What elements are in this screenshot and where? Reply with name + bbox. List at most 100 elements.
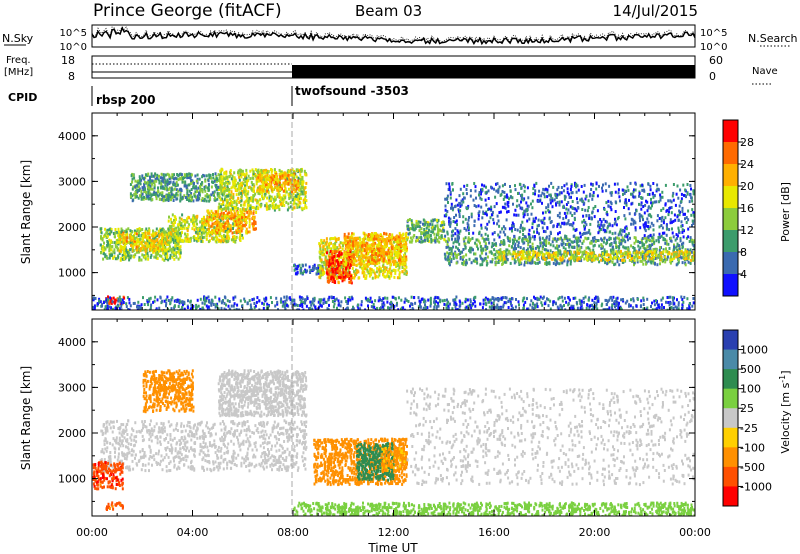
data-cell: [345, 235, 348, 239]
data-cell: [642, 246, 645, 249]
data-cell: [299, 266, 302, 270]
data-cell: [366, 237, 369, 241]
data-cell: [429, 234, 432, 237]
data-cell: [245, 192, 248, 196]
data-cell: [191, 227, 194, 231]
data-cell: [282, 194, 285, 198]
data-cell: [255, 227, 257, 231]
data-cell: [197, 227, 200, 231]
data-cell: [334, 267, 337, 271]
data-cell: [561, 261, 564, 265]
data-cell: [531, 242, 534, 246]
data-cell: [166, 178, 169, 182]
data-cell: [263, 181, 266, 185]
data-cell: [658, 248, 661, 252]
data-cell: [210, 185, 213, 189]
data-cell: [343, 250, 346, 254]
data-cell: [180, 197, 183, 201]
data-cell: [262, 169, 265, 173]
data-cell: [149, 180, 152, 184]
data-cell: [137, 234, 140, 238]
data-cell: [167, 188, 170, 192]
data-cell: [679, 239, 682, 243]
data-cell: [318, 255, 321, 259]
data-cell: [417, 222, 420, 226]
data-cell: [344, 247, 347, 251]
data-cell: [350, 263, 353, 267]
data-cell: [175, 240, 178, 244]
data-cell: [593, 251, 595, 255]
data-cell: [371, 257, 374, 261]
data-cell: [390, 271, 393, 275]
data-cell: [618, 263, 621, 267]
data-cell: [199, 187, 202, 191]
data-cell: [282, 202, 284, 206]
data-cell: [257, 168, 260, 172]
data-cell: [334, 265, 337, 269]
data-cell: [424, 231, 427, 235]
data-cell: [144, 231, 147, 235]
data-cell: [237, 196, 240, 200]
data-cell: [192, 199, 195, 203]
data-cell: [464, 243, 467, 247]
data-cell: [242, 178, 245, 182]
data-cell: [344, 263, 347, 267]
data-cell: [305, 206, 308, 210]
data-cell: [413, 228, 416, 232]
data-cell: [240, 181, 243, 185]
data-cell: [444, 257, 447, 261]
data-cell: [394, 259, 397, 263]
data-cell: [152, 232, 155, 236]
data-cell: [126, 233, 129, 237]
data-cell: [109, 253, 112, 257]
data-cell: [186, 239, 189, 243]
data-cell: [258, 192, 261, 196]
data-cell: [238, 236, 241, 240]
data-cell: [339, 273, 342, 277]
data-cell: [246, 210, 249, 214]
data-cell: [110, 248, 113, 252]
data-cell: [164, 241, 167, 245]
data-cell: [412, 235, 415, 239]
data-cell: [348, 271, 351, 275]
data-cell: [286, 208, 289, 212]
data-cell: [219, 207, 222, 210]
data-cell: [426, 223, 429, 227]
data-cell: [179, 245, 182, 249]
data-cell: [685, 236, 688, 240]
data-cell: [525, 261, 528, 264]
data-cell: [647, 253, 650, 257]
data-cell: [276, 192, 279, 196]
data-cell: [237, 181, 239, 185]
data-cell: [172, 195, 175, 199]
data-cell: [255, 177, 258, 181]
data-cell: [399, 249, 402, 253]
data-cell: [341, 247, 344, 251]
data-cell: [341, 279, 344, 283]
data-cell: [403, 238, 406, 242]
data-cell: [169, 256, 172, 260]
data-cell: [378, 258, 381, 262]
data-cell: [148, 238, 151, 242]
data-cell: [351, 263, 354, 267]
data-cell: [219, 218, 222, 222]
data-cell: [248, 220, 251, 224]
data-cell: [196, 229, 199, 233]
data-cell: [493, 242, 496, 246]
data-cell: [433, 232, 436, 236]
data-cell: [465, 258, 468, 262]
data-cell: [179, 187, 182, 191]
data-cell: [241, 233, 244, 237]
data-cell: [309, 271, 312, 274]
data-cell: [319, 271, 322, 275]
data-cell: [254, 192, 257, 196]
data-cell: [363, 242, 366, 246]
data-cell: [163, 258, 166, 262]
data-cell: [262, 186, 265, 190]
data-cell: [275, 182, 278, 186]
data-cell: [618, 237, 621, 241]
data-cell: [327, 245, 330, 249]
data-cell: [219, 181, 222, 185]
data-cell: [202, 230, 205, 234]
data-cell: [161, 194, 163, 198]
